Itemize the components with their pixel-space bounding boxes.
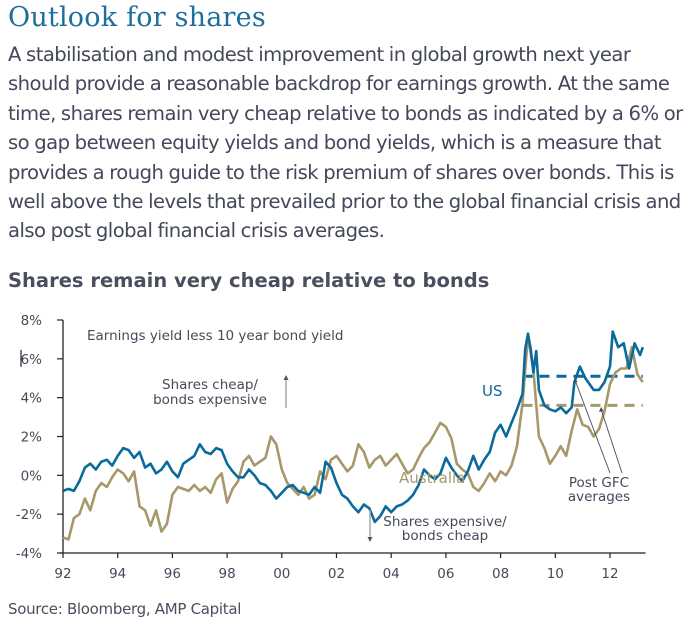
body-paragraph: A stabilisation and modest improvement i… (8, 43, 683, 243)
annotation-group: Earnings yield less 10 year bond yield U… (87, 328, 630, 544)
series-group (62, 330, 645, 541)
shares-expensive-label-2: bonds cheap (402, 528, 488, 544)
australia-series-line (62, 334, 644, 541)
x-tick-label: 92 (54, 566, 71, 582)
x-tick-label: 10 (547, 566, 564, 582)
y-tick-label: 4% (21, 391, 43, 407)
x-tick-label: 04 (383, 566, 400, 582)
chart-title: Shares remain very cheap relative to bon… (8, 269, 490, 292)
x-tick-label: 08 (492, 566, 509, 582)
x-tick-label: 00 (273, 566, 290, 582)
x-tick-label: 98 (219, 566, 236, 582)
page-title: Outlook for shares (8, 2, 266, 33)
shares-expensive-label-1: Shares expensive/ (383, 514, 507, 530)
x-tick-label: 12 (601, 566, 618, 582)
australia-series-label: Australia (399, 469, 465, 487)
y-tick-label: 0% (21, 468, 43, 484)
post-gfc-pointer-au (600, 408, 623, 474)
axes: -4% -2% 0% 2% 4% 6% 8% 92 94 96 98 00 02 04 06 08 10 12 (16, 313, 646, 582)
x-tick-label: 02 (328, 566, 345, 582)
source-note: Source: Bloomberg, AMP Capital (8, 600, 242, 618)
us-series-label: US (482, 382, 503, 400)
chart-subtitle: Earnings yield less 10 year bond yield (87, 328, 343, 344)
up-arrow-icon (283, 375, 289, 380)
y-tick-label: -4% (16, 546, 42, 562)
y-tick-label: 2% (21, 430, 43, 446)
average-lines (522, 374, 643, 407)
line-chart: -4% -2% 0% 2% 4% 6% 8% 92 94 96 98 00 02 04 06 08 10 12 E… (16, 313, 646, 582)
post-gfc-label-2: averages (568, 489, 630, 505)
us-series-line (62, 330, 645, 524)
y-tick-label: -2% (16, 507, 42, 523)
pointer-arrowhead-us (573, 378, 578, 383)
pointer-arrowhead-au (599, 407, 604, 412)
down-arrow-icon (367, 537, 373, 542)
x-tick-label: 06 (437, 566, 454, 582)
post-gfc-label-1: Post GFC (569, 475, 629, 491)
y-tick-label: 8% (21, 313, 43, 329)
y-tick-label: 6% (21, 352, 43, 368)
post-gfc-pointer-us (574, 379, 611, 474)
x-tick-label: 96 (164, 566, 181, 582)
x-tick-label: 94 (109, 566, 126, 582)
shares-cheap-label-1: Shares cheap/ (162, 377, 258, 393)
shares-cheap-label-2: bonds expensive (153, 392, 267, 408)
